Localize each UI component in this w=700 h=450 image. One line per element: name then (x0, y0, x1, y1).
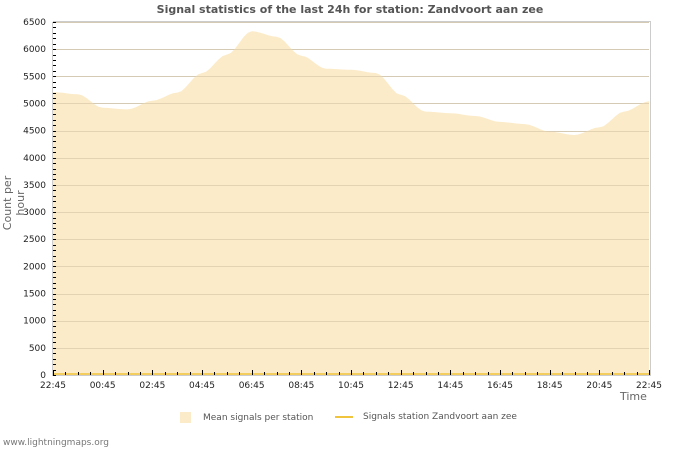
svg-text:3500: 3500 (23, 181, 46, 191)
svg-text:20:45: 20:45 (586, 381, 612, 391)
svg-text:500: 500 (29, 344, 46, 354)
legend-item-mean: Mean signals per station (180, 412, 313, 423)
plot-area: 0 500 1000 1500 2000 2500 3000 3500 4000 4500 5000… (23, 18, 662, 391)
svg-text:6000: 6000 (23, 45, 46, 55)
svg-text:18:45: 18:45 (537, 381, 563, 391)
svg-text:02:45: 02:45 (139, 381, 165, 391)
site-credit: www.lightningmaps.org (3, 438, 109, 448)
line-swatch-icon (335, 416, 353, 418)
svg-text:06:45: 06:45 (239, 381, 265, 391)
svg-text:5000: 5000 (23, 99, 46, 109)
gridlines-overlay (53, 22, 649, 349)
svg-text:14:45: 14:45 (437, 381, 463, 391)
mean-signals-area (53, 31, 649, 375)
area-swatch-icon (180, 412, 191, 423)
svg-text:00:45: 00:45 (90, 381, 116, 391)
svg-text:1000: 1000 (23, 317, 46, 327)
y-axis-ticks: 0 500 1000 1500 2000 2500 3000 3500 4000 4500 5000… (23, 18, 56, 381)
x-axis-ticks: 22:45 00:45 02:45 04:45 06:45 08:45 10:45 12:45… (40, 370, 662, 391)
legend-label-mean: Mean signals per station (203, 412, 314, 423)
svg-text:1500: 1500 (23, 290, 46, 300)
svg-text:2000: 2000 (23, 262, 46, 272)
legend-label-station: Signals station Zandvoort aan zee (363, 412, 517, 422)
axes (52, 21, 651, 376)
svg-text:04:45: 04:45 (189, 381, 215, 391)
svg-text:08:45: 08:45 (288, 381, 314, 391)
legend: Mean signals per station Signals station… (0, 412, 700, 426)
svg-text:16:45: 16:45 (487, 381, 513, 391)
svg-text:4500: 4500 (23, 127, 46, 137)
chart-title: Signal statistics of the last 24h for st… (156, 3, 544, 16)
svg-text:4000: 4000 (23, 154, 46, 164)
x-axis-label: Time (620, 390, 647, 403)
svg-text:12:45: 12:45 (388, 381, 414, 391)
svg-text:0: 0 (40, 371, 46, 381)
svg-text:10:45: 10:45 (338, 381, 364, 391)
svg-text:2500: 2500 (23, 235, 46, 245)
svg-text:6500: 6500 (23, 18, 46, 28)
svg-text:22:45: 22:45 (636, 381, 662, 391)
svg-text:22:45: 22:45 (40, 381, 66, 391)
svg-text:3000: 3000 (23, 208, 46, 218)
legend-item-station: Signals station Zandvoort aan zee (335, 412, 517, 422)
svg-text:5500: 5500 (23, 72, 46, 82)
